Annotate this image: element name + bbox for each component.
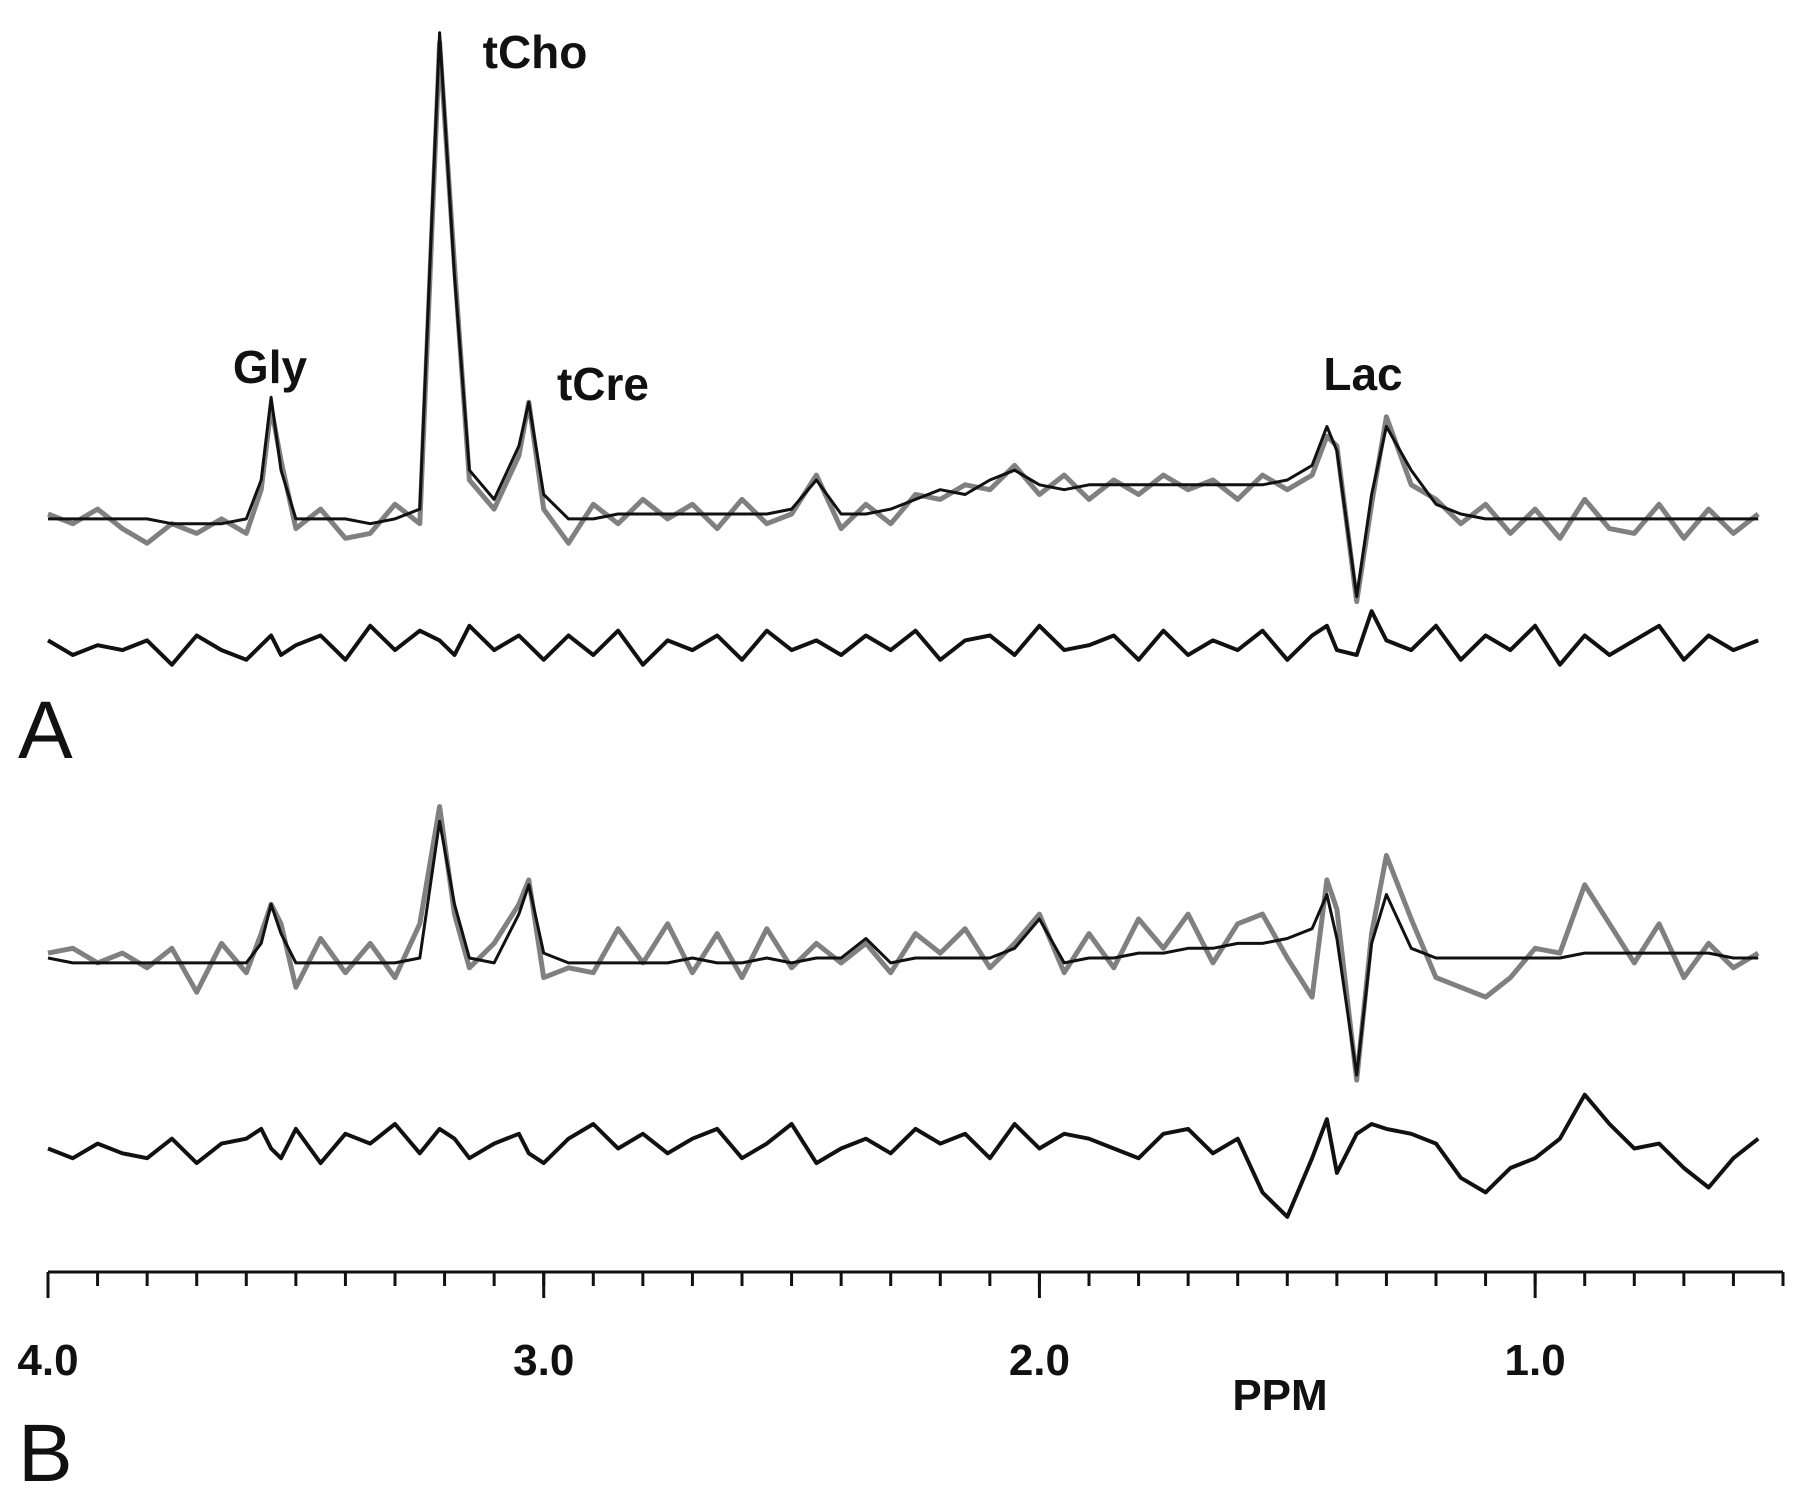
x-tick-label: 1.0 (1505, 1336, 1566, 1385)
panel-label: B (18, 1408, 73, 1496)
spectrum-line (46, 609, 1759, 667)
x-axis-label: PPM (1232, 1371, 1327, 1420)
x-tick-label: 3.0 (513, 1336, 574, 1385)
peak-label: tCho (483, 26, 588, 78)
peak-label: tCre (557, 358, 649, 410)
peak-label: Lac (1323, 348, 1402, 400)
x-tick-label: 4.0 (17, 1336, 78, 1385)
panel-label: A (18, 685, 73, 776)
spectrum-line (48, 31, 1759, 599)
peak-label: Gly (233, 341, 308, 393)
x-tick-label: 2.0 (1009, 1336, 1070, 1385)
spectrum-line (47, 819, 1759, 1077)
spectrum-line (47, 1092, 1760, 1219)
spectrum-line (47, 804, 1760, 1083)
